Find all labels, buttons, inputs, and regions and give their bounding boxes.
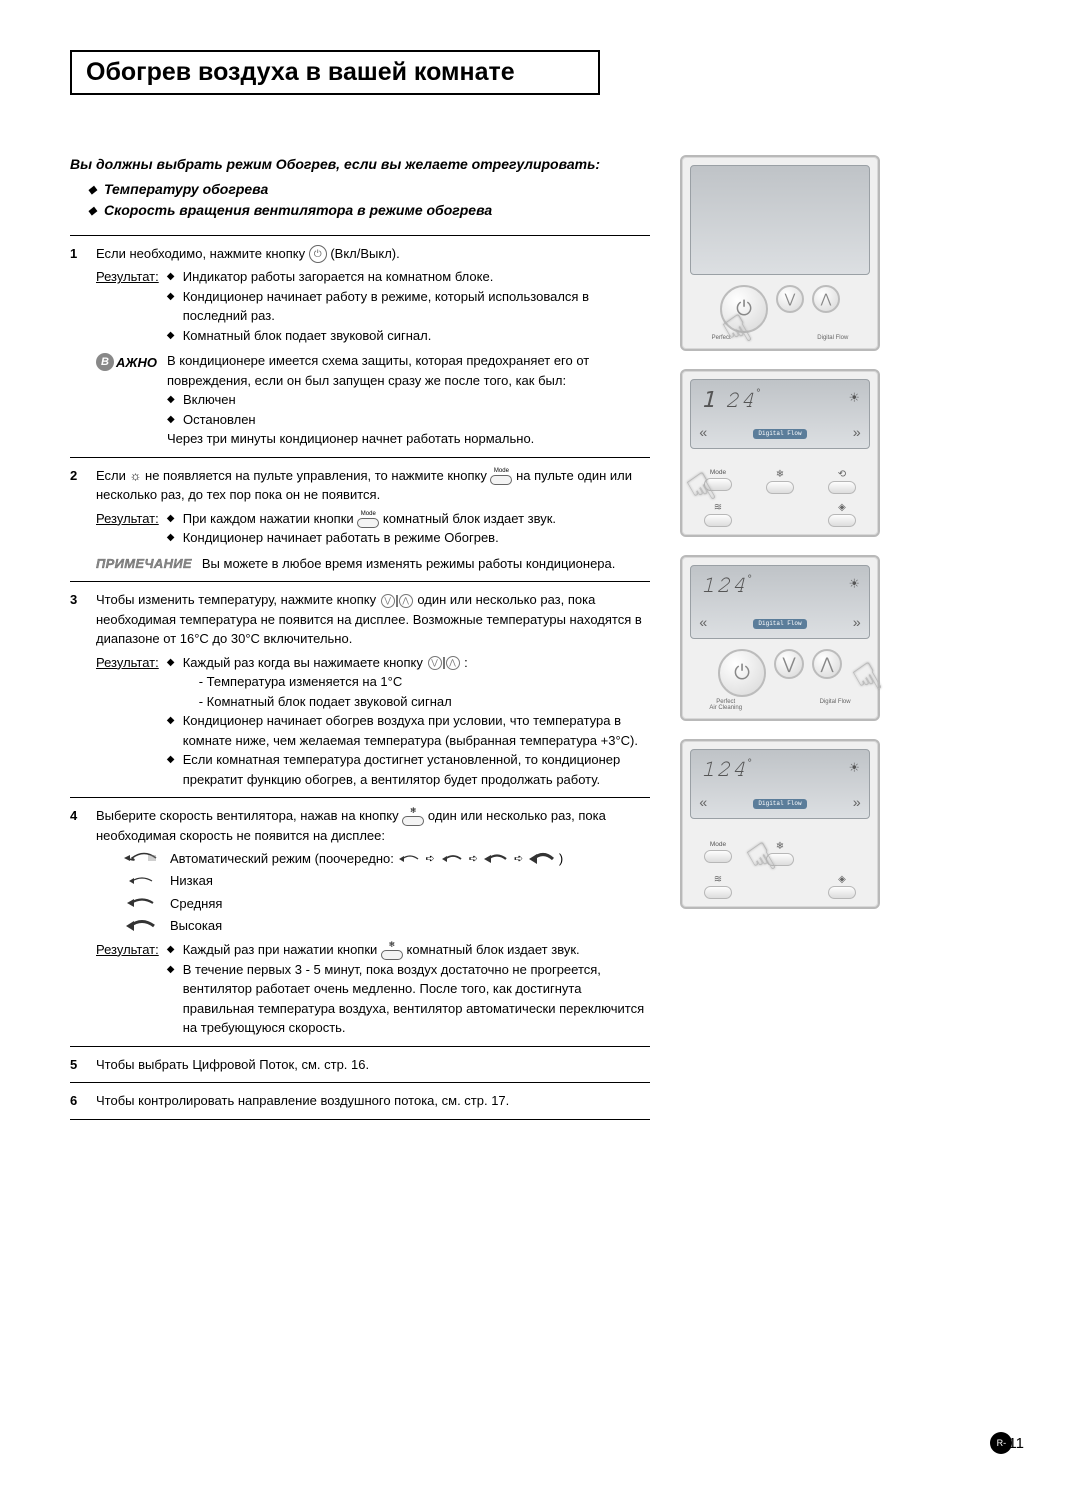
fan-auto-row: Автоматический режим (поочередно: ➪ ➪ ➪ xyxy=(96,849,650,869)
fan-med-icon xyxy=(122,897,160,910)
mode-button-icon: Mode xyxy=(490,468,512,485)
sun-icon: ☀ xyxy=(849,758,859,778)
important-rest: АЖНО xyxy=(116,353,157,373)
step1-imp-b2: Остановлен xyxy=(167,410,650,430)
step4-text-a: Выберите скорость вентилятора, нажав на … xyxy=(96,808,402,823)
step1-imp-after: Через три минуты кондиционер начнет рабо… xyxy=(167,429,650,449)
step-2: 2 Если ☼ не появляется на пульте управле… xyxy=(70,457,650,582)
power-icon: ⏻ xyxy=(720,285,768,333)
sun-icon: ☀ xyxy=(849,388,859,408)
important-label: ВАЖНО xyxy=(96,351,157,449)
step-1-text-a: Если необходимо, нажмите кнопку xyxy=(96,246,309,261)
note-label: ПРИМЕЧАНИЕ xyxy=(96,554,192,574)
intro-bullet-1: Температуру обогрева xyxy=(70,179,650,200)
remote-fan-button: ❄ xyxy=(766,841,794,866)
step-4-num: 4 xyxy=(70,806,86,1038)
remote-panel-4: 𝟷𝟸𝟺° ☀ « Digital Flow » Mode ❄ ≋ xyxy=(680,739,880,909)
step1-r1: Индикатор работы загорается на комнатном… xyxy=(167,267,650,287)
fan-low-row: Низкая xyxy=(96,871,650,891)
temp-buttons-icon: ⋁⋀ xyxy=(380,594,414,608)
step-1-text-b: (Вкл/Выкл). xyxy=(330,246,399,261)
remote-panel-1: ⏻ ⋁ ⋀ Perfect Digital Flow ☟ xyxy=(680,155,880,351)
remote-mode-button: Mode xyxy=(704,469,732,494)
important-circle: В xyxy=(96,353,114,371)
remote-panel-3: 𝟷𝟸𝟺° ☀ « Digital Flow » ⏻ ⋁ ⋀ Perfect Ai… xyxy=(680,555,880,721)
step-4: 4 Выберите скорость вентилятора, нажав н… xyxy=(70,797,650,1046)
step1-r2: Кондиционер начинает работу в режиме, ко… xyxy=(167,287,650,326)
result-label-2: Результат: xyxy=(96,509,159,548)
result-label: Результат: xyxy=(96,267,159,345)
sun-icon: ☀ xyxy=(849,574,859,594)
step3-r1-sub2: - Комнатный блок подает звуковой сигнал xyxy=(183,692,650,712)
remote-btn-a: ≋ xyxy=(704,502,732,527)
step3-r2: Кондиционер начинает обогрев воздуха при… xyxy=(167,711,650,750)
mode-button-icon-2: Mode xyxy=(357,511,379,528)
remote-temp-down: ⋁ xyxy=(774,649,804,679)
step4-r1: Каждый раз при нажатии кнопки ❄ комнатны… xyxy=(167,940,650,960)
step5-text: Чтобы выбрать Цифровой Поток, см. стр. 1… xyxy=(96,1055,650,1075)
remote-btn-d: ◈ xyxy=(828,874,856,899)
remote-panel-2: 𝟷124 𝟸𝟺° ☀ « Digital Flow » Mode xyxy=(680,369,880,537)
step1-imp-b1: Включен xyxy=(167,390,650,410)
remote-down-button: ⋁ xyxy=(776,285,804,313)
step4-r2: В течение первых 3 - 5 минут, пока возду… xyxy=(167,960,650,1038)
page-number: R-11 xyxy=(990,1432,1024,1454)
remote-power-button: ⏻ xyxy=(718,649,766,697)
fan-med-row: Средняя xyxy=(96,894,650,914)
intro-line: Вы должны выбрать режим Обогрев, если вы… xyxy=(70,155,650,175)
step2-r2: Кондиционер начинает работать в режиме О… xyxy=(167,528,650,548)
remote-swing-button: ⟲ xyxy=(828,469,856,494)
step-5-num: 5 xyxy=(70,1055,86,1075)
step1-imp-text: В кондиционере имеется схема защиты, кот… xyxy=(167,351,650,390)
step3-r1: Каждый раз когда вы нажимаете кнопку ⋁⋀ … xyxy=(167,653,650,712)
fan-high-icon xyxy=(122,919,160,933)
main-row: Вы должны выбрать режим Обогрев, если вы… xyxy=(70,155,1020,1120)
intro-bullet-2: Скорость вращения вентилятора в режиме о… xyxy=(70,200,650,221)
content-column: Вы должны выбрать режим Обогрев, если вы… xyxy=(70,155,650,1120)
fan-button-icon-2: ❄ xyxy=(381,941,403,960)
step-6: 6 Чтобы контролировать направление возду… xyxy=(70,1082,650,1120)
step3-text-a: Чтобы изменить температуру, нажмите кноп… xyxy=(96,592,380,607)
step-3-num: 3 xyxy=(70,590,86,789)
step-1: 1 Если необходимо, нажмите кнопку ⏻ (Вкл… xyxy=(70,235,650,457)
remote-temp-up: ⋀ xyxy=(812,649,842,679)
step2-note: Вы можете в любое время изменять режимы … xyxy=(202,554,650,574)
page-title-box: Обогрев воздуха в вашей комнате xyxy=(70,50,600,95)
fan-high-row: Высокая xyxy=(96,916,650,936)
step2-text-a: Если xyxy=(96,468,129,483)
page-title: Обогрев воздуха в вашей комнате xyxy=(86,58,584,87)
step-6-num: 6 xyxy=(70,1091,86,1111)
fan-auto-icon xyxy=(122,851,160,865)
step3-r3: Если комнатная температура достигнет уст… xyxy=(167,750,650,789)
step-3: 3 Чтобы изменить температуру, нажмите кн… xyxy=(70,581,650,797)
temp-buttons-icon-2: ⋁⋀ xyxy=(427,656,461,670)
remote-up-button: ⋀ xyxy=(812,285,840,313)
step-5: 5 Чтобы выбрать Цифровой Поток, см. стр.… xyxy=(70,1046,650,1083)
step6-text: Чтобы контролировать направление воздушн… xyxy=(96,1091,650,1111)
step1-r3: Комнатный блок подает звуковой сигнал. xyxy=(167,326,650,346)
fan-button-icon: ❄ xyxy=(402,807,424,826)
result-label-3: Результат: xyxy=(96,653,159,790)
sun-icon: ☼ xyxy=(129,468,141,483)
fan-low-icon xyxy=(122,875,160,887)
remote-btn-b: ◈ xyxy=(828,502,856,527)
fan-sequence: ➪ ➪ ➪ xyxy=(398,851,556,868)
remote-mode-button: Mode xyxy=(704,841,732,866)
step2-r1: При каждом нажатии кнопки Mode комнатный… xyxy=(167,509,650,529)
illustration-column: ⏻ ⋁ ⋀ Perfect Digital Flow ☟ xyxy=(680,155,880,909)
result-label-4: Результат: xyxy=(96,940,159,1038)
step3-r1-sub1: - Температура изменяется на 1°C xyxy=(183,672,650,692)
step-1-num: 1 xyxy=(70,244,86,449)
remote-btn-c: ≋ xyxy=(704,874,732,899)
power-icon: ⏻ xyxy=(309,245,327,263)
step2-text-b: не появляется на пульте управления, то н… xyxy=(145,468,490,483)
remote-power-button: ⏻ xyxy=(720,285,768,333)
remote-fan-button: ❄ xyxy=(766,469,794,494)
step-2-num: 2 xyxy=(70,466,86,574)
